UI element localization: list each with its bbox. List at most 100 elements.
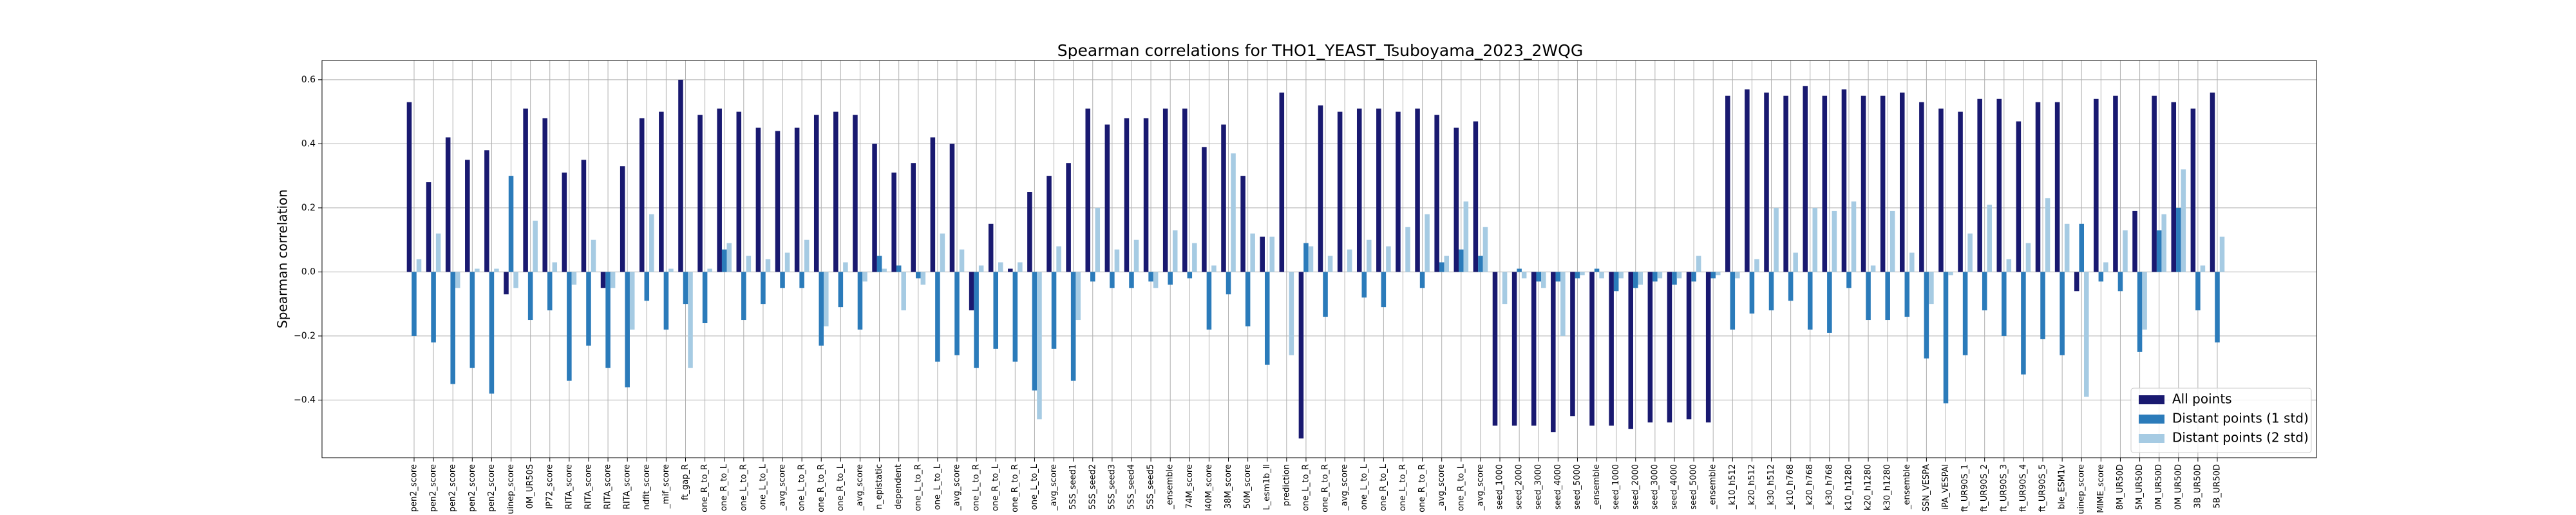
x-tick-label: _ensemble [1166,464,1175,510]
bar [1841,89,1847,272]
bar [1793,252,1798,272]
bar [940,233,945,272]
bar [504,272,509,295]
bar [1459,249,1464,272]
bar [1226,272,1231,295]
bar [1439,262,1444,272]
bar [998,262,1003,272]
bar [1415,108,1420,272]
x-tick-label: ft_UR90S_5 [2038,464,2048,512]
bar [2123,230,2128,272]
x-tick-label: pen2_score [410,464,419,512]
bar [1434,115,1439,272]
bar [1967,233,1973,272]
bar [1929,272,1934,304]
bar [1609,272,1614,426]
x-tick-label: k20_h1280 [1864,464,1873,510]
bar [1153,272,1159,288]
bar [533,220,538,272]
bar [450,272,455,384]
bar [1521,272,1527,279]
bar [1114,249,1120,272]
bar [1347,249,1352,272]
bar [523,108,528,272]
bar [1032,272,1037,391]
x-tick-label: one_L_to_R [1398,464,1408,511]
bar [445,137,451,272]
bar [1376,108,1381,272]
x-tick-label: _k20_h768 [1805,464,1815,510]
x-tick-label: one_R_to_L [991,464,1001,511]
bar [1419,272,1425,288]
bar [1861,95,1866,272]
bar [1866,272,1871,321]
bar [469,272,475,368]
bar [1231,153,1236,272]
x-tick-label: l40M_score [1204,464,1214,511]
x-tick-label: one_R_to_R [817,464,826,512]
bar [1221,124,1226,272]
bar [1260,236,1265,272]
bar [1492,272,1498,426]
bar [697,115,703,272]
x-tick-label: seed_1000 [1495,464,1505,510]
bar [1618,272,1624,279]
bar [591,239,596,272]
x-tick-label: n_epistatic [875,464,884,509]
bar [1754,259,1759,272]
bar [799,272,804,288]
bar [1279,92,1285,272]
x-tick-label: pen2_score [448,464,458,512]
x-tick-label: one_R_to_L [719,464,729,511]
bar [1148,272,1153,282]
bar [761,272,766,304]
bar [1085,108,1090,272]
bar [1904,272,1910,317]
x-tick-label: _k30_h512 [1766,464,1776,510]
x-tick-label: _avg_score [778,464,788,511]
y-axis-label: Spearman correlation [275,189,290,328]
x-tick-label: 5SS_seed5 [1146,464,1156,510]
x-tick-label: RITA_score [564,464,574,509]
x-tick-label: one_L_to_L [1030,464,1039,510]
bar [1298,272,1304,439]
bar [1129,272,1134,288]
legend-box [2130,388,2312,453]
bar [1192,243,1197,272]
bar [1977,98,1982,272]
bar [431,272,436,342]
bar [1502,272,1508,304]
x-tick-label: _avg_score [1475,464,1485,511]
bar [702,272,708,324]
bar [1827,272,1832,333]
bar [1454,127,1459,272]
bar [1463,201,1469,272]
bar [412,272,417,336]
x-tick-label: 5SS_seed2 [1088,464,1097,510]
bar [1051,272,1057,349]
bar [547,272,553,311]
x-tick-label: 0M_UR50D [2154,464,2164,510]
x-tick-label: one_R_to_R [700,464,710,512]
y-tick-label: −0.2 [294,331,316,341]
bar [2210,92,2215,272]
bar [916,272,921,279]
y-tick-label: −0.4 [294,395,316,405]
bar [993,272,998,349]
bar [2060,272,2065,355]
x-tick-label: one_L_to_L [1359,464,1369,510]
bar [707,268,712,272]
bar [876,256,882,272]
bar [862,272,867,282]
bar [2142,272,2147,330]
plot-frame [321,60,2317,458]
bar [1162,108,1168,272]
bar [1996,98,2002,272]
x-tick-label: seed_1000 [1611,464,1621,510]
x-tick-label: pen2_score [429,464,439,512]
bar [435,233,441,272]
x-tick-label: _avg_score [1340,464,1350,511]
x-tick-label: 0M_UR50S [526,464,535,509]
legend: All points Distant points (1 std) Distant … [2130,388,2312,453]
legend-swatch [2139,434,2164,443]
